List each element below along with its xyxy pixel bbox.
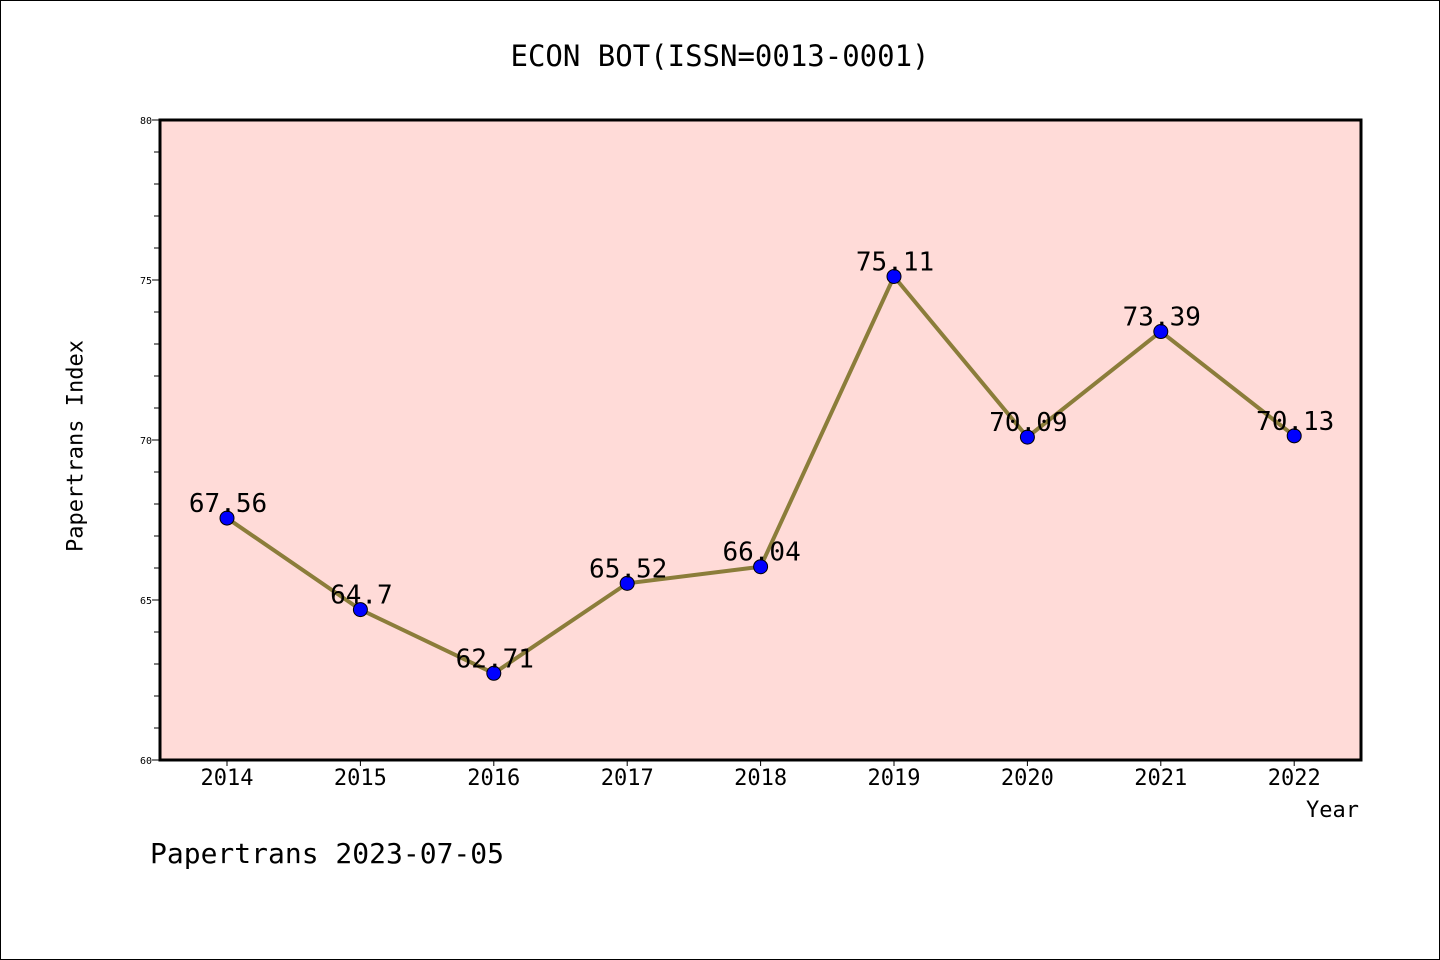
y-tick-label: 60 [140,756,152,767]
chart-title: ECON BOT(ISSN=0013-0001) [510,39,930,73]
x-tick-label: 2022 [1268,766,1321,791]
x-tick-label: 2015 [334,766,387,791]
y-axis-label: Papertrans Index [63,340,89,552]
data-label: 75.11 [856,247,934,277]
data-label: 64.7 [330,581,393,611]
y-tick-label: 80 [140,116,152,127]
y-tick-label: 75 [140,276,152,287]
data-label: 65.52 [589,554,667,584]
footer-text: Papertrans 2023-07-05 [150,837,505,870]
y-tick-label: 65 [140,596,152,607]
x-tick-label: 2018 [734,766,787,791]
x-axis-label: Year [1306,798,1359,823]
data-label: 73.39 [1123,303,1201,333]
x-tick-label: 2019 [868,766,921,791]
data-label: 70.13 [1256,407,1334,437]
data-label: 70.09 [989,408,1067,438]
data-label: 67.56 [189,489,267,519]
x-axis-ticks: 2014 2015 2016 2017 2018 2019 2020 2021 2022 [201,760,1321,791]
data-point-marker [219,510,235,526]
plot-area [158,118,1363,762]
x-tick-label: 2014 [201,766,254,791]
data-point-marker [1153,324,1169,340]
data-markers [219,268,1302,681]
x-tick-label: 2020 [1001,766,1054,791]
data-point-marker [486,665,502,681]
data-point-marker [1019,429,1035,445]
data-labels: 67.56 64.7 62.71 65.52 66.04 75.11 70.09 73.39 7… [189,247,1334,674]
y-tick-label: 70 [140,436,152,447]
data-label: 62.71 [456,644,534,674]
x-tick-label: 2016 [467,766,520,791]
data-point-marker [753,559,769,575]
data-point-marker [886,268,902,284]
data-point-marker [1286,428,1302,444]
data-label: 66.04 [722,538,800,568]
data-point-marker [619,575,635,591]
y-axis-ticks: 60 65 70 75 80 [140,116,160,767]
data-point-marker [352,602,368,618]
x-tick-label: 2017 [601,766,654,791]
x-tick-label: 2021 [1134,766,1187,791]
